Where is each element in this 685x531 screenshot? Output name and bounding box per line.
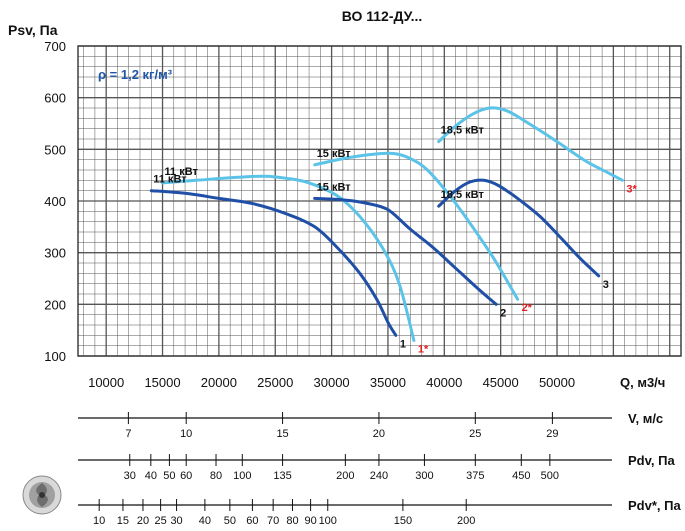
series-line-3star (437, 106, 624, 182)
y-tick-label: 300 (44, 246, 66, 261)
scale-tick-label: 10 (93, 515, 105, 526)
scale-tick-label: 7 (125, 428, 131, 440)
series-power-label: 18,5 кВт (441, 189, 485, 201)
x-tick-label: 20000 (201, 375, 237, 390)
scale-tick-label: 30 (124, 470, 136, 482)
scale-tick-label: 100 (319, 515, 337, 526)
y-tick-label: 400 (44, 194, 66, 209)
scale-tick-label: 25 (154, 515, 166, 526)
series-line-1star (161, 174, 416, 342)
scale-tick-label: 40 (145, 470, 157, 482)
y-tick-label: 500 (44, 142, 66, 157)
fan-logo-icon (22, 475, 62, 515)
scale-tick-label: 100 (233, 470, 251, 482)
series-power-label: 15 кВт (317, 181, 352, 193)
scale-tick-label: 15 (276, 428, 288, 440)
chart-title: ВО 112-ДУ... (342, 8, 423, 24)
scale-tick-label: 25 (469, 428, 481, 440)
series-line-1 (149, 189, 398, 337)
scale-tick-label: 50 (163, 470, 175, 482)
scale-tick-label: 200 (336, 470, 354, 482)
series-line-3 (437, 178, 601, 278)
scale-tick-label: 150 (394, 515, 412, 526)
series-number-label: 1 (400, 338, 406, 350)
y-tick-label: 200 (44, 297, 66, 312)
x-tick-label: 40000 (426, 375, 462, 390)
scale-tick-label: 200 (457, 515, 475, 526)
scale-tick-label: 30 (170, 515, 182, 526)
series-labels: 1 11 кВт 1* 11 кВт 2 15 кВт 2* 15 кВт 3 18,5 кВт 3… (153, 125, 637, 356)
series-number-label: 2* (522, 302, 533, 314)
scale-tick-label: 15 (117, 515, 129, 526)
plot-frame (77, 45, 682, 357)
x-tick-label: 25000 (257, 375, 293, 390)
x-tick-label: 45000 (483, 375, 519, 390)
scale-tick-label: 20 (137, 515, 149, 526)
scale-tick-label: 20 (373, 428, 385, 440)
x-tick-label: 35000 (370, 375, 406, 390)
scale-tick-label: 135 (273, 470, 291, 482)
series-power-label: 15 кВт (317, 148, 352, 160)
x-tick-label: 10000 (88, 375, 124, 390)
scale-tick-label: 50 (224, 515, 236, 526)
series-number-label: 3* (626, 183, 637, 195)
series-number-label: 3 (603, 279, 609, 291)
scale-tick-label: 60 (180, 470, 192, 482)
scale-tick-label: 450 (512, 470, 530, 482)
scale-tick-label: 40 (199, 515, 211, 526)
scale-tick-label: 80 (210, 470, 222, 482)
scale-unit-label: V, м/с (628, 411, 663, 426)
x-tick-label: 30000 (314, 375, 350, 390)
scale-tick-label: 240 (370, 470, 388, 482)
grid (77, 45, 682, 357)
series-lines (149, 106, 624, 342)
scale-tick-label: 70 (267, 515, 279, 526)
series-number-label: 1* (418, 344, 429, 356)
scale-tick-label: 90 (304, 515, 316, 526)
scale-unit-label: Pdv*, Па (628, 498, 681, 513)
series-line-2 (313, 196, 498, 306)
scale-tick-label: 80 (286, 515, 298, 526)
y-tick-label: 700 (44, 39, 66, 54)
x-tick-label: 50000 (539, 375, 575, 390)
series-power-label: 18,5 кВт (441, 125, 485, 137)
scale-tick-label: 29 (546, 428, 558, 440)
series-number-label: 2 (500, 307, 506, 319)
scale-tick-label: 500 (541, 470, 559, 482)
scale-tick-label: 60 (246, 515, 258, 526)
series-power-label: 11 кВт (153, 174, 187, 186)
series-power-label: 11 кВт (165, 166, 199, 178)
x-tick-label: 15000 (144, 375, 180, 390)
density-note: ρ = 1,2 кг/м³ (98, 67, 173, 82)
y-axis-label: Psv, Па (8, 22, 58, 38)
series-line-2star (313, 151, 520, 301)
bottom-scales: 7 10 15 20 25 29 V, м/с 30 40 50 60 80 100 135 200 240 3… (78, 411, 681, 527)
scale-tick-label: 300 (415, 470, 433, 482)
y-tick-label: 600 (44, 91, 66, 106)
x-axis-label: Q, м3/ч (620, 375, 665, 390)
scale-unit-label: Pdv, Па (628, 453, 675, 468)
scale-tick-label: 10 (180, 428, 192, 440)
y-tick-label: 100 (44, 349, 66, 364)
scale-tick-label: 375 (466, 470, 484, 482)
